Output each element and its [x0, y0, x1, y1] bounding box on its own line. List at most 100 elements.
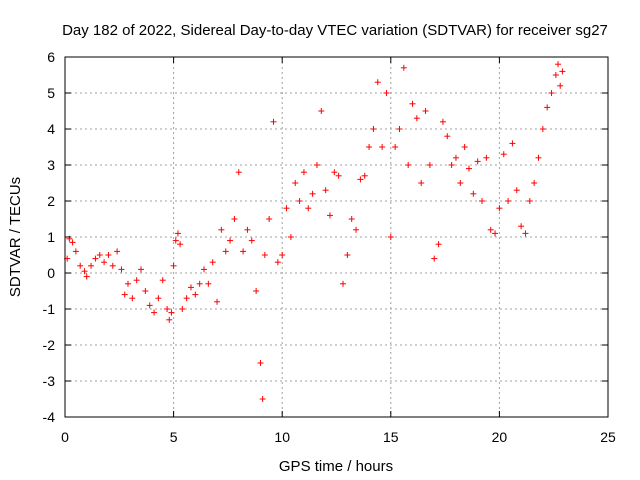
data-point [340, 280, 347, 287]
data-point [413, 115, 420, 122]
y-tick-label: 6 [47, 49, 55, 65]
data-point [205, 280, 212, 287]
data-point [218, 226, 225, 233]
data-point [174, 230, 181, 237]
data-point [279, 252, 286, 258]
data-point [261, 252, 268, 258]
y-tick-label: 4 [47, 121, 55, 137]
y-tick-label: 5 [47, 85, 55, 101]
y-axis-title: SDTVAR / TECUs [7, 177, 24, 297]
x-tick-label: 0 [61, 429, 69, 445]
data-point [313, 162, 320, 168]
axis-ticks [64, 56, 609, 418]
data-point [166, 316, 173, 323]
data-point [326, 212, 333, 219]
data-point [409, 100, 416, 107]
data-point [81, 268, 88, 275]
data-point [101, 259, 108, 266]
x-tick-labels: 0 5 10 15 20 25 [61, 429, 616, 445]
data-point [444, 133, 451, 140]
data-point [88, 262, 95, 269]
data-point [439, 118, 446, 125]
data-point [370, 126, 377, 132]
data-point [483, 154, 490, 161]
data-point [259, 396, 266, 402]
data-point [300, 169, 307, 176]
data-point [518, 223, 525, 230]
data-point [396, 126, 403, 132]
data-point [270, 118, 277, 125]
data-point [492, 230, 499, 237]
data-point [129, 295, 136, 302]
data-point [513, 187, 520, 194]
data-point [274, 259, 281, 266]
data-point [177, 241, 184, 248]
data-point [392, 144, 399, 150]
data-point [474, 158, 481, 165]
data-point [244, 226, 251, 233]
data-point [309, 190, 316, 197]
data-point [257, 360, 264, 366]
data-point [124, 280, 131, 287]
data-point [422, 108, 429, 114]
data-point [496, 205, 503, 212]
data-point [201, 266, 208, 273]
data-point [431, 255, 438, 262]
data-point [109, 262, 116, 269]
y-tick-label: 3 [47, 157, 55, 173]
data-point [168, 309, 175, 316]
data-point [348, 216, 355, 222]
data-point [555, 61, 562, 68]
data-point [387, 234, 394, 240]
data-point [214, 298, 221, 305]
data-point [231, 216, 238, 222]
data-point [366, 144, 373, 150]
data-point [172, 237, 179, 244]
data-point [121, 291, 128, 298]
data-point [552, 72, 559, 78]
data-point [179, 306, 186, 312]
data-point [435, 241, 442, 248]
data-point [400, 64, 407, 71]
data-point [142, 288, 149, 294]
data-point [509, 140, 516, 147]
data-point [146, 302, 153, 309]
data-point [77, 262, 84, 269]
data-point [248, 237, 255, 244]
y-tick-labels: -4 -3 -2 -1 0 1 2 3 4 5 6 [43, 49, 56, 425]
data-point [374, 79, 381, 86]
y-tick-label: 2 [47, 193, 55, 209]
data-point [92, 255, 99, 262]
x-tick-label: 15 [383, 429, 399, 445]
data-point [240, 248, 247, 255]
data-point [118, 266, 125, 273]
y-tick-label: -3 [43, 373, 56, 389]
data-point [83, 273, 90, 280]
y-tick-label: 1 [47, 229, 55, 245]
data-point [461, 144, 468, 150]
data-point [114, 248, 121, 255]
data-point [209, 259, 216, 266]
data-point [544, 104, 551, 111]
data-point [305, 205, 312, 212]
data-point [383, 90, 390, 96]
data-point [283, 205, 290, 212]
data-point [357, 176, 364, 183]
data-point [531, 180, 538, 186]
data-point [344, 252, 351, 258]
data-point [227, 237, 234, 244]
data-point [559, 68, 566, 75]
data-point [292, 180, 299, 186]
data-point [164, 306, 171, 312]
data-point [133, 277, 140, 284]
data-point [222, 248, 229, 255]
data-point [500, 151, 507, 158]
data-point [287, 234, 294, 240]
data-point [335, 172, 342, 179]
data-point [183, 295, 190, 302]
x-tick-label: 25 [600, 429, 616, 445]
data-point [535, 154, 542, 161]
data-point [69, 239, 76, 246]
data-point [418, 180, 425, 186]
